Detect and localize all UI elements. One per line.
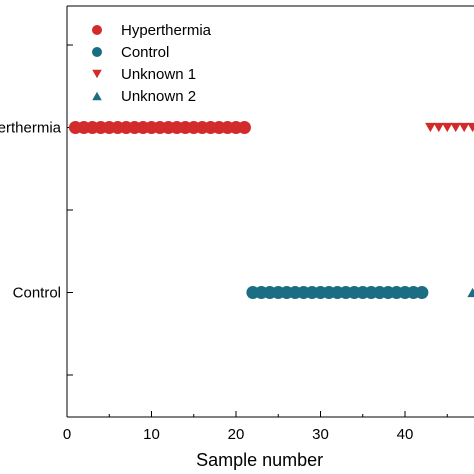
legend-item-hyperthermia: Hyperthermia bbox=[92, 22, 212, 39]
series-control bbox=[246, 286, 429, 299]
legend-label-control: Control bbox=[121, 44, 169, 61]
x-tick-label: 0 bbox=[63, 426, 71, 443]
point-unknown-1 bbox=[458, 122, 470, 133]
series-unknown-1 bbox=[425, 122, 474, 133]
x-tick-label: 10 bbox=[143, 426, 160, 443]
x-tick-label: 30 bbox=[312, 426, 329, 443]
legend-marker-hyperthermia bbox=[92, 25, 102, 35]
series-unknown-2 bbox=[467, 287, 474, 298]
point-unknown-2 bbox=[467, 287, 474, 298]
y-tick-label: Hyperthermia bbox=[0, 120, 62, 137]
legend-marker-unknown-1 bbox=[92, 69, 102, 79]
legend-label-unknown-1: Unknown 1 bbox=[121, 66, 196, 83]
point-unknown-1 bbox=[442, 122, 453, 133]
point-hyperthermia bbox=[237, 121, 251, 134]
legend: Hyperthermia Control Unknown 1 Unknown 2 bbox=[92, 22, 212, 105]
y-tick-label: Control bbox=[13, 285, 61, 302]
legend-label-unknown-2: Unknown 2 bbox=[121, 88, 196, 105]
x-tick-label: 20 bbox=[228, 426, 245, 443]
point-unknown-1 bbox=[425, 122, 436, 133]
x-tick-label: 40 bbox=[397, 426, 414, 443]
series-hyperthermia bbox=[68, 121, 251, 134]
legend-item-unknown-1: Unknown 1 bbox=[92, 66, 196, 83]
point-unknown-1 bbox=[467, 122, 474, 133]
point-unknown-1 bbox=[433, 122, 445, 133]
legend-label-hyperthermia: Hyperthermia bbox=[121, 22, 212, 39]
axes: 0 10 20 30 40 Hyperthermia Control Sample numbe… bbox=[0, 5, 474, 470]
x-axis-title: Sample number bbox=[196, 450, 323, 470]
legend-item-control: Control bbox=[92, 44, 169, 61]
legend-item-unknown-2: Unknown 2 bbox=[92, 88, 196, 105]
legend-marker-control bbox=[92, 47, 102, 57]
data-marks bbox=[68, 121, 474, 299]
point-unknown-1 bbox=[450, 122, 461, 133]
point-control bbox=[415, 286, 429, 299]
legend-marker-unknown-2 bbox=[92, 91, 102, 101]
